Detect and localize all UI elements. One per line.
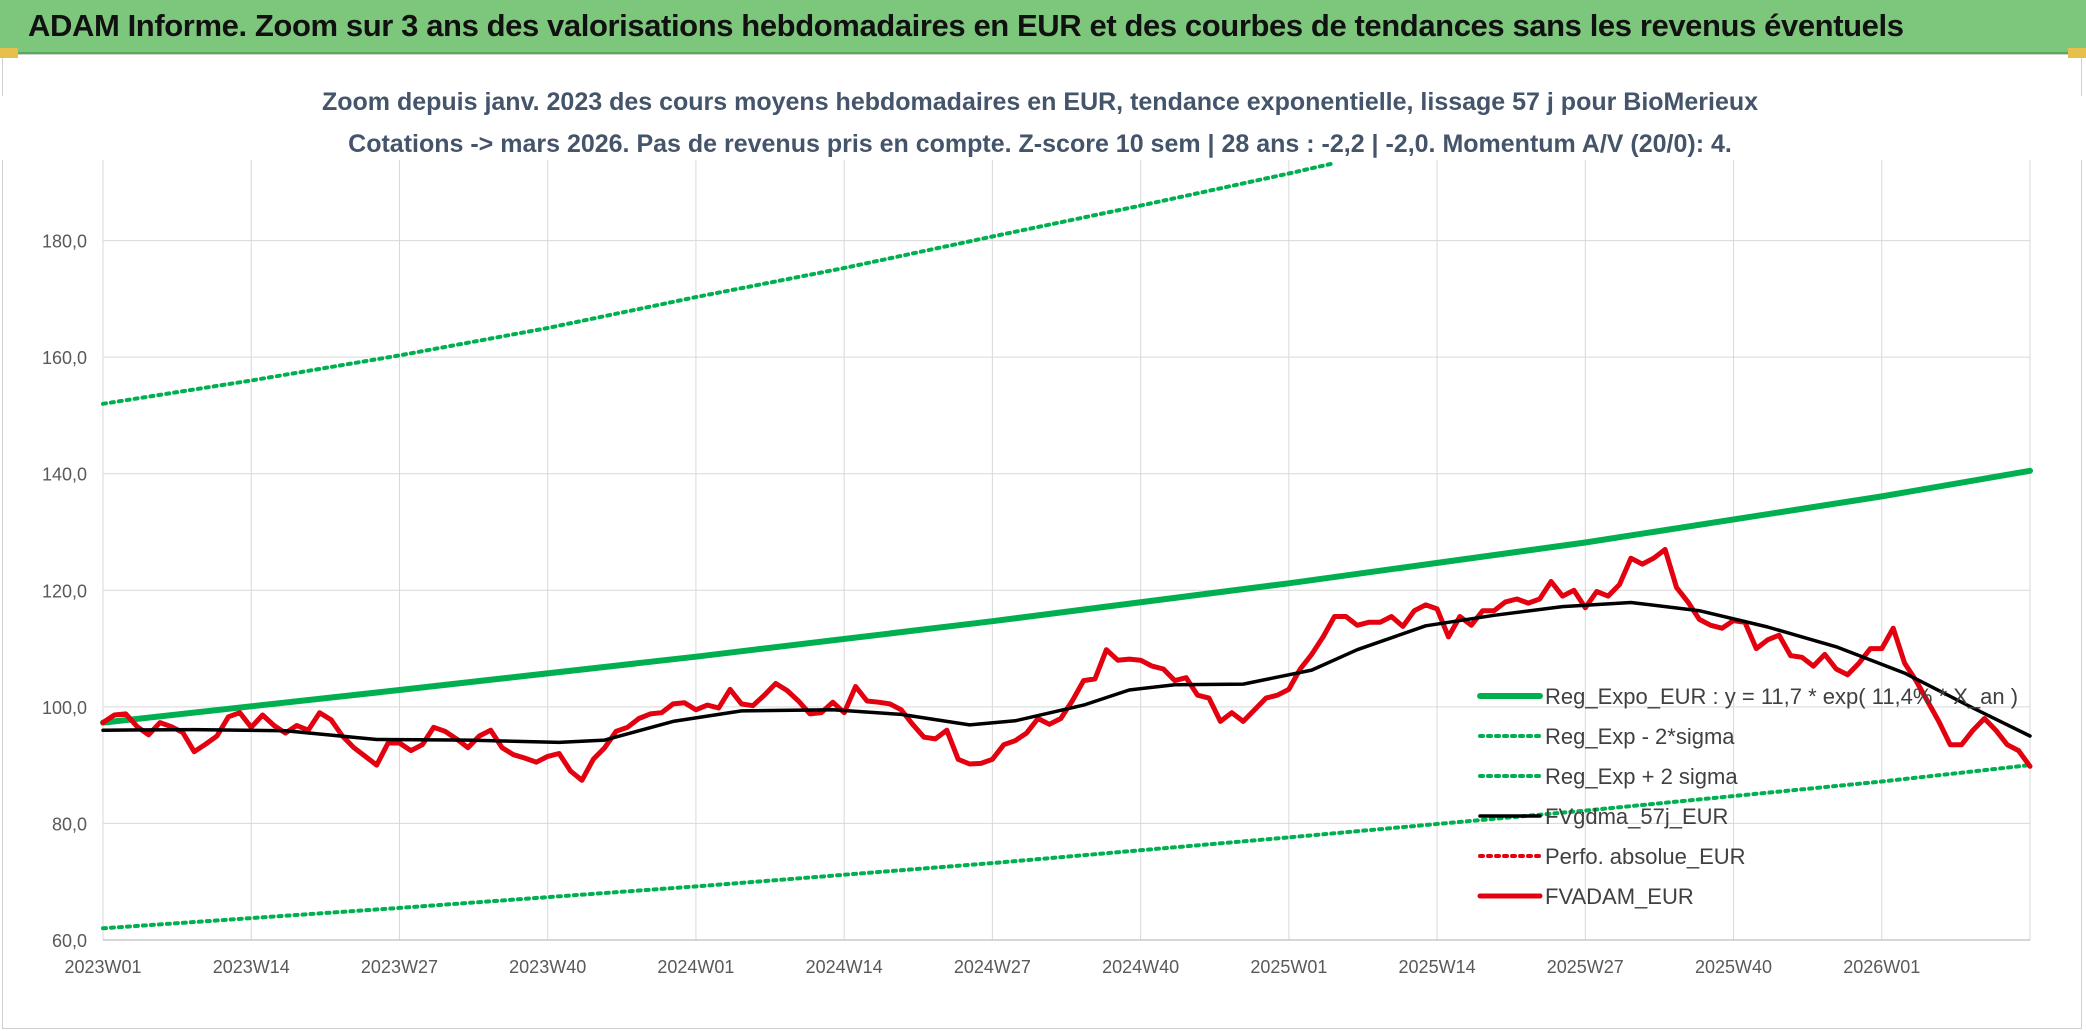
x-tick-label: 2024W40 [1102, 957, 1179, 977]
legend-label: Perfo. absolue_EUR [1545, 844, 1746, 869]
series-line-reg-exp-2-sigma [101, 763, 2032, 931]
x-tick-label: 2024W01 [657, 957, 734, 977]
series-line-reg-expo-eur-y-11-7-exp-11-4-x-an [100, 467, 2033, 726]
y-tick-label: 120,0 [42, 581, 87, 601]
corner-marker [0, 48, 18, 58]
report-title: ADAM Informe. Zoom sur 3 ans des valoris… [28, 8, 1904, 43]
legend-label: FVADAM_EUR [1545, 884, 1694, 909]
x-tick-label: 2023W01 [64, 957, 141, 977]
chart-grid [102, 123, 2031, 941]
series-line-reg-exp-2-sigma [101, 161, 1337, 406]
chart-title-line-1: Zoom depuis janv. 2023 des cours moyens … [322, 88, 1758, 116]
series-line-fvadam-eur [100, 547, 2033, 783]
x-tick-label: 2025W27 [1547, 957, 1624, 977]
x-axis-ticks: 2023W01 2023W14 2023W27 2023W40 2024W01 2024W… [64, 957, 1920, 977]
chart-series [100, 122, 2033, 931]
x-tick-label: 2025W40 [1695, 957, 1772, 977]
chart-frame [2, 54, 2082, 1029]
legend-label: FVgdma_57j_EUR [1545, 804, 1728, 829]
x-tick-label: 2026W01 [1843, 957, 1920, 977]
y-tick-label: 100,0 [42, 698, 87, 718]
y-tick-label: 140,0 [42, 465, 87, 485]
legend-label: Reg_Exp + 2 sigma [1545, 764, 1738, 789]
x-tick-label: 2024W27 [954, 957, 1031, 977]
report-banner: ADAM Informe. Zoom sur 3 ans des valoris… [0, 0, 2086, 54]
legend-label: Reg_Expo_EUR : y = 11,7 * exp( 11,4% * X… [1545, 684, 2018, 709]
series-line-fvgdma-57j-eur [101, 600, 2032, 745]
x-tick-label: 2024W14 [806, 957, 883, 977]
x-tick-label: 2023W40 [509, 957, 586, 977]
y-tick-label: 80,0 [52, 814, 87, 834]
x-tick-label: 2025W01 [1250, 957, 1327, 977]
chart-legend: Reg_Expo_EUR : y = 11,7 * exp( 11,4% * X… [1477, 684, 2018, 909]
y-tick-label: 60,0 [52, 931, 87, 951]
x-tick-label: 2023W27 [361, 957, 438, 977]
title-backdrop [2, 96, 2082, 160]
corner-marker [2068, 48, 2086, 58]
x-tick-label: 2023W14 [213, 957, 290, 977]
chart-title-line-2: Cotations -> mars 2026. Pas de revenus p… [348, 130, 1732, 158]
y-tick-label: 180,0 [42, 232, 87, 252]
y-tick-label: 160,0 [42, 348, 87, 368]
x-tick-label: 2025W14 [1399, 957, 1476, 977]
legend-label: Reg_Exp - 2*sigma [1545, 724, 1735, 749]
